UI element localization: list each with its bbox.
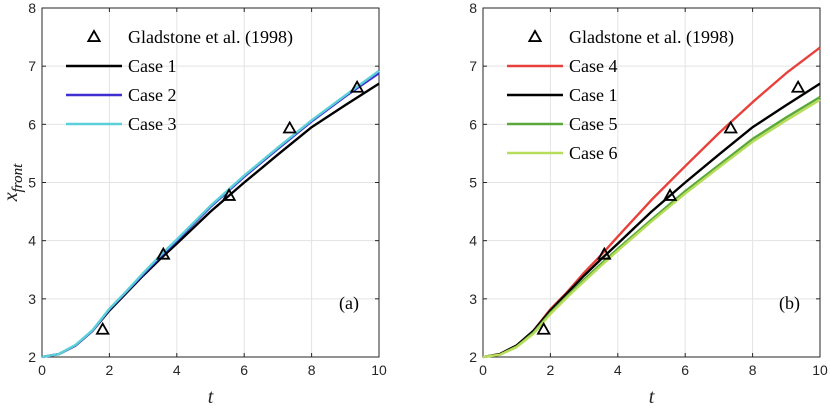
legend-label: Case 2 (128, 85, 177, 105)
gladstone-marker (156, 246, 171, 260)
panel-label: (b) (779, 293, 800, 314)
gladstone-marker (282, 120, 297, 134)
y-axis-label-base: x (0, 192, 22, 202)
x-tick-label: 0 (479, 362, 487, 378)
legend-label: Case 4 (569, 56, 618, 76)
gladstone-marker (221, 188, 237, 201)
y-tick-label: 7 (469, 58, 477, 74)
legend-marker-gladstone (527, 29, 543, 42)
legend-label: Case 3 (128, 114, 177, 134)
x-tick-label: 6 (681, 362, 689, 378)
y-tick-label: 5 (28, 175, 36, 191)
x-tick-label: 10 (371, 362, 387, 378)
y-tick-label: 6 (28, 116, 36, 132)
x-tick-label: 10 (812, 362, 828, 378)
y-tick-label: 3 (469, 291, 477, 307)
series-line-case-6 (482, 98, 821, 359)
x-tick-label: 4 (173, 362, 181, 378)
gladstone-marker (723, 120, 738, 134)
legend-label-gladstone: Gladstone et al. (1998) (128, 27, 293, 48)
x-axis-label: t (649, 386, 655, 408)
legend-label: Case 1 (569, 85, 618, 105)
gladstone-marker (95, 321, 110, 335)
panel-label: (a) (339, 293, 359, 314)
y-tick-label: 7 (28, 58, 36, 74)
x-tick-label: 2 (547, 362, 555, 378)
legend-label-gladstone: Gladstone et al. (1998) (569, 27, 734, 48)
y-axis-label-subscript: front (10, 163, 26, 192)
y-tick-label: 4 (469, 233, 477, 249)
gladstone-marker (790, 79, 806, 93)
legend-label: Case 1 (128, 56, 177, 76)
legend-label: Case 6 (569, 143, 618, 163)
gladstone-marker (536, 321, 551, 335)
y-tick-label: 2 (469, 349, 477, 365)
y-axis-label-subscript: front (10, 163, 26, 192)
y-tick-label: 3 (28, 291, 36, 307)
y-tick-label: 5 (469, 175, 477, 191)
x-axis-label: t (208, 386, 214, 408)
x-tick-label: 8 (308, 362, 316, 378)
legend-label: Case 5 (569, 114, 618, 134)
x-tick-label: 6 (240, 362, 248, 378)
gladstone-marker (662, 188, 678, 201)
y-axis-label-base: x (0, 192, 22, 202)
y-tick-label: 8 (28, 0, 36, 16)
y-tick-label: 2 (28, 349, 36, 365)
y-axis-label: xfront (0, 163, 26, 202)
gladstone-marker (349, 79, 365, 93)
x-tick-label: 0 (38, 362, 46, 378)
y-axis-label: xfront (0, 163, 26, 202)
y-tick-label: 6 (469, 116, 477, 132)
x-tick-label: 4 (614, 362, 622, 378)
legend-marker-gladstone (86, 29, 102, 42)
x-tick-label: 2 (106, 362, 114, 378)
x-tick-label: 8 (749, 362, 757, 378)
y-tick-label: 8 (469, 0, 477, 16)
gladstone-marker (597, 246, 612, 260)
y-tick-label: 4 (28, 233, 36, 249)
